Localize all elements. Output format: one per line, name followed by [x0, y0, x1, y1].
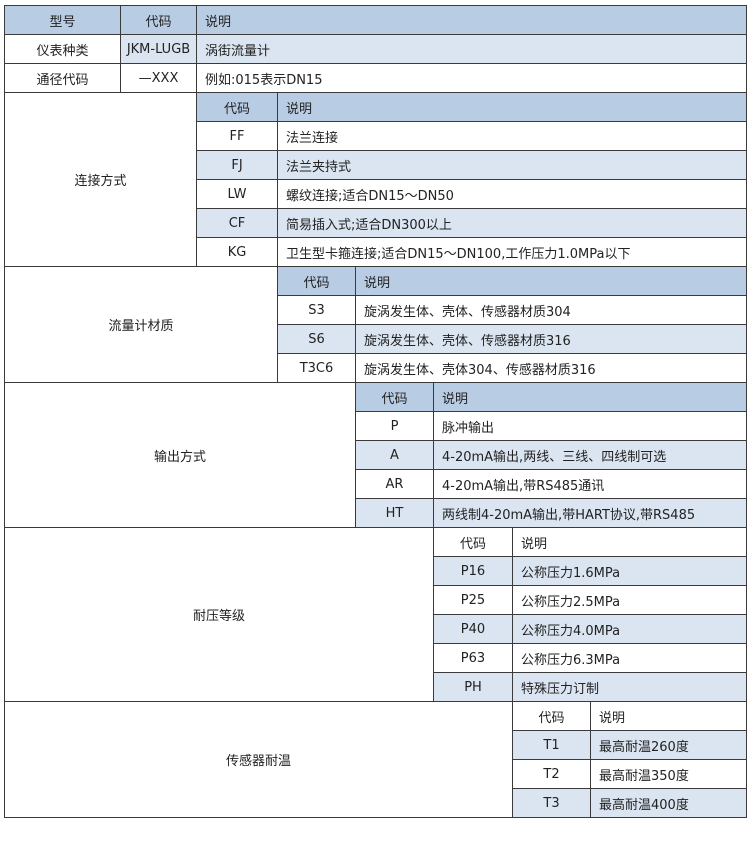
table-row: P25 公称压力2.5MPa: [5, 585, 748, 615]
table-row: T2 最高耐温350度: [5, 759, 748, 789]
item-code: HT: [355, 498, 434, 528]
item-code: T3: [512, 788, 591, 818]
table-row: T3C6 旋涡发生体、壳体304、传感器材质316: [5, 353, 748, 383]
item-code: CF: [196, 208, 278, 238]
table-row: P63 公称压力6.3MPa: [5, 643, 748, 673]
section-header-row: 流量计材质 代码 说明: [4, 266, 748, 383]
table-row: P 脉冲输出: [5, 411, 748, 441]
item-desc: 公称压力1.6MPa: [511, 556, 748, 586]
sub-header-desc: 说明: [354, 266, 748, 296]
item-code: T1: [512, 730, 591, 760]
item-desc: 特殊压力订制: [511, 672, 748, 702]
item-code: T2: [512, 759, 591, 789]
section-label-temperature: 传感器耐温: [4, 701, 513, 818]
sub-header-desc: 说明: [511, 527, 748, 557]
item-code: T3C6: [277, 353, 356, 383]
table-row: 仪表种类 JKM-LUGB 涡街流量计: [4, 34, 748, 64]
section-header-row: 连接方式 代码 说明: [4, 92, 748, 267]
table-row: HT 两线制4-20mA输出,带HART协议,带RS485: [5, 498, 748, 528]
table-row: P16 公称压力1.6MPa: [5, 556, 748, 586]
item-code: A: [355, 440, 434, 470]
table-row: CF 简易插入式;适合DN300以上: [5, 208, 748, 238]
item-desc: 4-20mA输出,两线、三线、四线制可选: [432, 440, 748, 470]
item-desc: 旋涡发生体、壳体、传感器材质304: [354, 295, 748, 325]
item-desc: 4-20mA输出,带RS485通讯: [432, 469, 748, 499]
section-label-pressure: 耐压等级: [4, 527, 434, 702]
sub-header-desc: 说明: [589, 701, 748, 731]
section-label-output: 输出方式: [4, 382, 356, 528]
item-desc: 最高耐温260度: [589, 730, 748, 760]
header-row: 型号 代码 说明: [4, 5, 748, 35]
table-row: 通径代码 —XXX 例如:015表示DN15: [4, 63, 748, 93]
row-label: 通径代码: [4, 63, 121, 93]
item-desc: 最高耐温400度: [589, 788, 748, 818]
table-row: LW 螺纹连接;适合DN15～DN50: [5, 179, 748, 209]
item-desc: 法兰连接: [276, 121, 748, 151]
table-row: FJ 法兰夹持式: [5, 150, 748, 180]
table-row: T3 最高耐温400度: [5, 788, 748, 818]
item-code: P: [355, 411, 434, 441]
row-code: —XXX: [120, 63, 197, 93]
section-label-material: 流量计材质: [4, 266, 278, 383]
item-desc: 两线制4-20mA输出,带HART协议,带RS485: [432, 498, 748, 528]
item-desc: 法兰夹持式: [276, 150, 748, 180]
row-desc: 涡街流量计: [195, 34, 748, 64]
sub-header-code: 代码: [433, 527, 513, 557]
header-desc: 说明: [195, 5, 748, 35]
sub-header-desc: 说明: [432, 382, 748, 412]
row-label: 仪表种类: [4, 34, 121, 64]
item-code: S3: [277, 295, 356, 325]
model-selection-table: 型号 代码 说明 仪表种类 JKM-LUGB 涡街流量计 通径代码 —XXX 例…: [4, 5, 748, 818]
item-code: FF: [196, 121, 278, 151]
item-code: P63: [433, 643, 513, 673]
item-code: KG: [196, 237, 278, 267]
item-desc: 脉冲输出: [432, 411, 748, 441]
item-desc: 螺纹连接;适合DN15～DN50: [276, 179, 748, 209]
item-code: PH: [433, 672, 513, 702]
item-desc: 公称压力2.5MPa: [511, 585, 748, 615]
row-desc: 例如:015表示DN15: [195, 63, 748, 93]
item-desc: 旋涡发生体、壳体304、传感器材质316: [354, 353, 748, 383]
item-desc: 公称压力6.3MPa: [511, 643, 748, 673]
item-code: S6: [277, 324, 356, 354]
item-desc: 最高耐温350度: [589, 759, 748, 789]
header-model: 型号: [4, 5, 121, 35]
item-code: AR: [355, 469, 434, 499]
item-desc: 简易插入式;适合DN300以上: [276, 208, 748, 238]
item-code: P16: [433, 556, 513, 586]
row-code: JKM-LUGB: [120, 34, 197, 64]
item-code: P40: [433, 614, 513, 644]
header-code: 代码: [120, 5, 197, 35]
item-desc: 公称压力4.0MPa: [511, 614, 748, 644]
item-code: FJ: [196, 150, 278, 180]
section-label-connection: 连接方式: [4, 92, 197, 267]
section-header-row: 输出方式 代码 说明: [4, 382, 748, 528]
sub-header-code: 代码: [355, 382, 434, 412]
table-row: T1 最高耐温260度: [5, 730, 748, 760]
sub-header-code: 代码: [512, 701, 591, 731]
item-desc: 卫生型卡箍连接;适合DN15～DN100,工作压力1.0MPa以下: [276, 237, 748, 267]
section-header-row: 传感器耐温 代码 说明: [4, 701, 748, 818]
item-code: P25: [433, 585, 513, 615]
table-row: S3 旋涡发生体、壳体、传感器材质304: [5, 295, 748, 325]
item-code: LW: [196, 179, 278, 209]
sub-header-desc: 说明: [276, 92, 748, 122]
table-row: PH 特殊压力订制: [5, 672, 748, 702]
section-header-row: 耐压等级 代码 说明: [4, 527, 748, 702]
table-row: AR 4-20mA输出,带RS485通讯: [5, 469, 748, 499]
item-desc: 旋涡发生体、壳体、传感器材质316: [354, 324, 748, 354]
sub-header-code: 代码: [196, 92, 278, 122]
sub-header-code: 代码: [277, 266, 356, 296]
